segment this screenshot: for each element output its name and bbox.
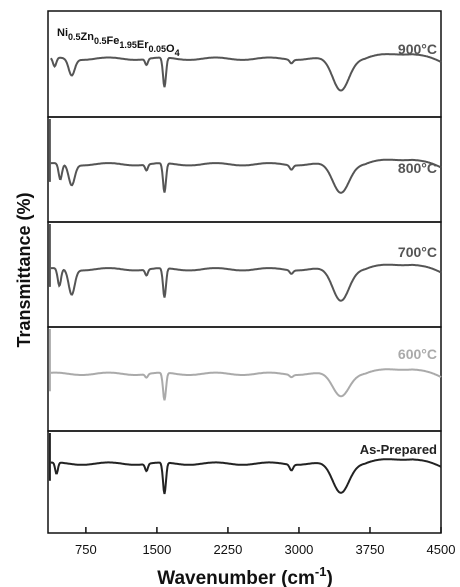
series-label: 600°C bbox=[398, 346, 437, 362]
panel-frame bbox=[47, 116, 442, 223]
panel-1: 900°C bbox=[47, 10, 442, 118]
panel-frame bbox=[47, 430, 442, 534]
panel-frame bbox=[47, 326, 442, 432]
x-tick-label: 1500 bbox=[142, 542, 171, 557]
x-tick-label: 3750 bbox=[356, 542, 385, 557]
composition-element: Fe bbox=[106, 35, 119, 47]
composition-element: O bbox=[166, 43, 175, 55]
composition-subscript: 0.5 bbox=[68, 32, 81, 42]
composition-element: Ni bbox=[57, 27, 68, 39]
panel-3: 700°C bbox=[47, 221, 442, 328]
x-tick-label: 750 bbox=[75, 542, 97, 557]
x-label-sup: -1 bbox=[315, 564, 327, 579]
x-ticks-group: 750 1500 2250 3000 3750 4500 bbox=[75, 527, 455, 557]
series-line bbox=[50, 158, 442, 194]
x-label-end: ) bbox=[326, 568, 332, 587]
series-label: 800°C bbox=[398, 160, 437, 176]
composition-subscript: 4 bbox=[175, 48, 180, 58]
x-tick-label: 4500 bbox=[427, 542, 456, 557]
y-axis-label: Transmittance (%) bbox=[14, 192, 34, 347]
series-line bbox=[50, 458, 442, 495]
composition-subscript: 0.05 bbox=[148, 44, 166, 54]
composition-label: Ni0.5Zn0.5Fe1.95Er0.05O4 bbox=[57, 27, 180, 58]
series-label: 900°C bbox=[398, 41, 437, 57]
panel-4: 600°C bbox=[47, 326, 442, 432]
panels-group: 900°C 800°C 700°C 600°C As-Prepared bbox=[47, 10, 442, 534]
composition-subscript: 1.95 bbox=[119, 40, 137, 50]
panel-5: As-Prepared bbox=[47, 430, 442, 534]
panel-frame bbox=[47, 221, 442, 328]
series-line bbox=[50, 53, 442, 92]
x-tick-label: 2250 bbox=[213, 542, 242, 557]
series-line bbox=[50, 368, 442, 401]
x-label-main: Wavenumber (cm bbox=[157, 568, 315, 587]
x-axis-label: Wavenumber (cm-1) bbox=[157, 564, 333, 587]
panel-2: 800°C bbox=[47, 116, 442, 223]
panel-frame bbox=[47, 10, 442, 118]
series-label: As-Prepared bbox=[360, 442, 437, 457]
composition-subscript: 0.5 bbox=[94, 36, 107, 46]
composition-element: Zn bbox=[81, 31, 95, 43]
composition-element: Er bbox=[137, 39, 149, 51]
x-tick-label: 3000 bbox=[284, 542, 313, 557]
series-line bbox=[50, 263, 442, 302]
series-label: 700°C bbox=[398, 244, 437, 260]
